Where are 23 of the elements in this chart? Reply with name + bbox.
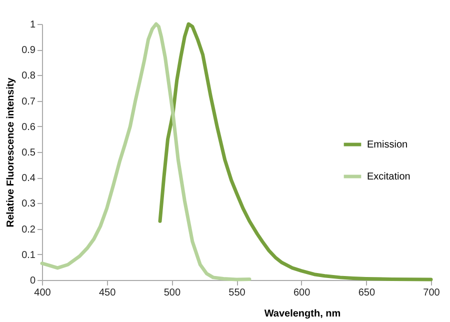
x-tick-label: 600 [293,288,311,298]
y-tick-label: 0.1 [22,250,36,261]
y-axis-title: Relative Fluorescence intensity [6,77,17,228]
y-tick-label: 1 [30,20,36,30]
y-tick-label: 0 [30,276,36,286]
x-tick-label: 400 [34,288,52,298]
y-tick-label: 0.3 [22,198,36,210]
legend-label: Emission [367,140,408,150]
y-tick-label: 0.5 [22,148,36,158]
x-tick-label: 650 [358,288,376,298]
x-tick-label: 550 [228,288,246,298]
line-series [158,22,433,282]
y-tick-label: 0.9 [22,45,36,56]
legend-label: Excitation [367,172,410,182]
x-tick-label: 500 [164,288,181,298]
y-tick-label: 0.4 [22,173,36,184]
x-axis-title: Wavelength, nm [264,308,341,320]
y-tick-label: 0.7 [22,96,36,108]
y-tick-label: 0.2 [22,224,36,236]
x-tick-label: 700 [423,288,440,298]
y-tick-label: 0.8 [22,70,36,82]
y-tick-label: 0.6 [22,122,36,133]
x-tick-label: 450 [98,288,116,298]
